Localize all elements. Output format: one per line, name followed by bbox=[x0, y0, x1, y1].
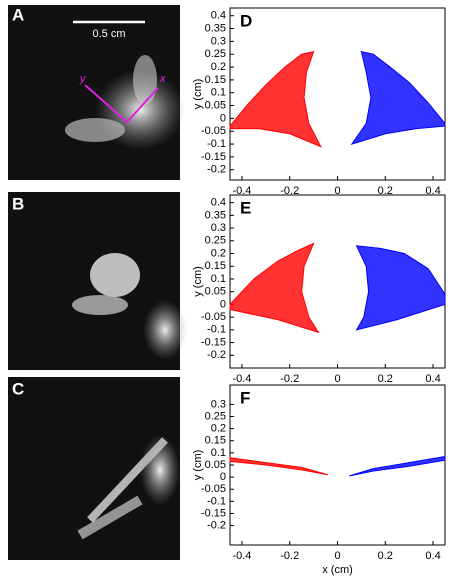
y-tick-label: 0.15 bbox=[205, 435, 226, 447]
y-tick-label: 0.2 bbox=[211, 247, 226, 259]
y-tick-label: 0.25 bbox=[205, 235, 226, 247]
axis-label: y bbox=[79, 73, 87, 85]
y-tick-label: -0.05 bbox=[201, 125, 226, 137]
y-tick-label: 0.3 bbox=[211, 222, 226, 234]
x-tick-label: -0.4 bbox=[232, 185, 251, 197]
x-tick-label: -0.4 bbox=[232, 373, 251, 385]
panel-label: A bbox=[12, 5, 24, 24]
wing-area bbox=[349, 455, 446, 477]
y-tick-label: -0.1 bbox=[207, 138, 226, 150]
x-tick-label: 0 bbox=[334, 373, 340, 385]
panel-label: C bbox=[12, 379, 24, 398]
x-tick-label: 0.2 bbox=[378, 373, 393, 385]
y-tick-label: 0.05 bbox=[205, 99, 226, 111]
y-tick-label: 0.3 bbox=[211, 35, 226, 47]
y-tick-label: -0.15 bbox=[201, 507, 226, 519]
x-tick-label: 0.4 bbox=[425, 185, 440, 197]
panel-label: B bbox=[12, 194, 24, 213]
y-tick-label: 0.25 bbox=[205, 48, 226, 60]
x-axis-label: x (cm) bbox=[322, 564, 353, 576]
x-tick-label: 0 bbox=[334, 185, 340, 197]
y-tick-label: 0.15 bbox=[205, 260, 226, 272]
y-tick-label: 0 bbox=[220, 298, 226, 310]
y-axis-label: y (cm) bbox=[192, 266, 204, 297]
y-tick-label: 0.35 bbox=[205, 209, 226, 221]
x-tick-label: -0.2 bbox=[280, 550, 299, 562]
y-tick-label: 0.1 bbox=[211, 87, 226, 99]
x-tick-label: 0.2 bbox=[378, 550, 393, 562]
y-tick-label: -0.1 bbox=[207, 324, 226, 336]
x-tick-label: 0.4 bbox=[425, 550, 440, 562]
photo-c: C bbox=[8, 377, 180, 560]
y-tick-label: -0.05 bbox=[201, 483, 226, 495]
x-tick-label: -0.2 bbox=[280, 185, 299, 197]
x-tick-label: -0.4 bbox=[232, 550, 251, 562]
y-tick-label: -0.2 bbox=[207, 349, 226, 361]
x-tick-label: 0 bbox=[334, 550, 340, 562]
y-tick-label: 0.35 bbox=[205, 22, 226, 34]
y-tick-label: 0.15 bbox=[205, 74, 226, 86]
x-tick-label: -0.2 bbox=[280, 373, 299, 385]
y-tick-label: 0.25 bbox=[205, 410, 226, 422]
y-tick-label: 0.2 bbox=[211, 61, 226, 73]
y-axis-label: y (cm) bbox=[192, 450, 204, 481]
x-tick-label: 0.2 bbox=[378, 185, 393, 197]
panel-label: F bbox=[240, 388, 250, 407]
wing-area bbox=[229, 457, 329, 476]
y-tick-label: 0.05 bbox=[205, 286, 226, 298]
y-tick-label: 0.1 bbox=[211, 273, 226, 285]
wing-area bbox=[350, 50, 446, 145]
y-tick-label: 0.05 bbox=[205, 459, 226, 471]
scale-bar-label: 0.5 cm bbox=[92, 28, 125, 40]
photo-a: A 0.5 cm y x bbox=[8, 5, 185, 180]
x-tick-label: 0.4 bbox=[425, 373, 440, 385]
y-tick-label: 0 bbox=[220, 471, 226, 483]
y-tick-label: -0.1 bbox=[207, 495, 226, 507]
y-tick-label: 0.3 bbox=[211, 398, 226, 410]
wing-area bbox=[355, 245, 446, 331]
y-tick-label: 0.4 bbox=[211, 197, 226, 209]
panel-label: D bbox=[240, 11, 252, 30]
wing-area bbox=[229, 242, 320, 334]
axis-label: x bbox=[159, 73, 166, 85]
y-tick-label: -0.2 bbox=[207, 520, 226, 532]
y-tick-label: 0 bbox=[220, 112, 226, 124]
y-tick-label: -0.15 bbox=[201, 151, 226, 163]
panel-label: E bbox=[240, 198, 251, 217]
y-tick-label: -0.05 bbox=[201, 311, 226, 323]
y-tick-label: 0.4 bbox=[211, 10, 226, 22]
wing-area bbox=[229, 50, 322, 148]
y-tick-label: -0.15 bbox=[201, 336, 226, 348]
y-tick-label: 0.1 bbox=[211, 447, 226, 459]
y-tick-label: -0.2 bbox=[207, 164, 226, 176]
y-axis-label: y (cm) bbox=[192, 79, 204, 110]
photo-b: B bbox=[8, 192, 187, 370]
y-tick-label: 0.2 bbox=[211, 423, 226, 435]
